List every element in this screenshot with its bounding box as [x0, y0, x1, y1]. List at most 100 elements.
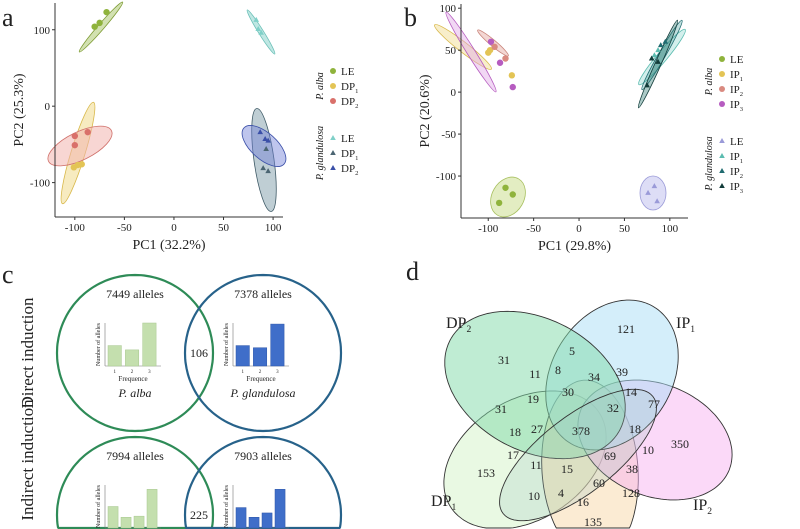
venn-region-count: 18: [629, 422, 641, 436]
data-point: [255, 25, 262, 31]
mini-x-tick-label: 1: [113, 370, 116, 375]
five-set-venn: [443, 299, 733, 529]
venn-region-count: 8: [555, 363, 561, 377]
species-circle: [55, 435, 215, 529]
mini-y-label: Number of alleles: [95, 322, 102, 366]
allele-total: 7449 alleles: [106, 287, 164, 301]
x-tick-label: 50: [218, 222, 230, 234]
x-axis-label: PC1 (32.2%): [132, 238, 205, 253]
venn-region-count: 153: [477, 466, 495, 480]
data-point: [96, 19, 103, 27]
data-point: [495, 199, 503, 207]
data-point: [263, 145, 269, 151]
venn-region-count: 19: [527, 392, 539, 406]
legend-label: LE: [730, 54, 744, 66]
venn-region-count: 14: [625, 385, 637, 399]
venn-set-label: DP1: [431, 493, 456, 513]
allele-bar: [261, 512, 273, 529]
allele-bar: [235, 345, 250, 367]
data-point: [486, 46, 494, 54]
venn-labels: 121 31 5 11 8 34 39 30 14 19 77 31 32 18 27 378 18 350 10 1…: [431, 315, 712, 529]
legend-label: DP2: [341, 96, 358, 110]
y-tick-label: -100: [436, 171, 457, 183]
x-tick-label: 100: [662, 223, 679, 235]
ellipse-gland-ip1: [638, 28, 686, 86]
legend-marker: [330, 68, 336, 74]
legend-marker: [719, 138, 725, 143]
mini-x-label: Frequence: [118, 375, 147, 383]
allele-bar: [270, 323, 285, 367]
x-tick-label: 0: [576, 223, 582, 235]
venn-region-count: 10: [642, 443, 654, 457]
legend-marker: [719, 153, 725, 158]
legend-label: IP2: [730, 166, 743, 180]
venn-set-label: DP2: [446, 315, 471, 335]
venn-region-count: 32: [607, 401, 619, 415]
venn-region-count: 121: [617, 322, 635, 336]
data-point: [265, 137, 271, 143]
legend-marker: [330, 83, 336, 89]
allele-bar: [235, 507, 247, 529]
venn-set-inner: [499, 388, 657, 522]
data-point: [491, 43, 498, 50]
pca-plot-a: -100 -50 0 50 100 100 0 -100 PC1 (32.2%) PC2 (25.…: [12, 3, 358, 253]
data-point: [265, 168, 271, 174]
allele-bar: [274, 489, 286, 529]
data-point: [645, 189, 651, 195]
venn-region-count: 18: [509, 425, 521, 439]
legend-group-title: P. glandulosa: [315, 126, 326, 181]
allele-bar: [107, 506, 119, 529]
allele-bar: [253, 347, 268, 367]
legend-group-title: P. glandulosa: [704, 136, 715, 191]
allele-bar: [133, 515, 145, 529]
data-point: [253, 16, 260, 22]
allele-bar: [125, 349, 140, 367]
venn-region-count: 5: [569, 344, 575, 358]
venn-region-count: 350: [671, 437, 689, 451]
allele-bar: [248, 517, 260, 529]
legend-label: DP2: [341, 163, 358, 177]
species-label: P. alba: [117, 386, 151, 400]
data-point: [258, 29, 264, 35]
legend-marker: [719, 183, 725, 188]
ellipse-gland-le-b: [639, 175, 667, 211]
data-point: [502, 184, 509, 191]
data-point: [260, 165, 266, 171]
venn-region-count: 11: [529, 367, 541, 381]
legend-label: IP1: [730, 151, 743, 165]
venn-region-count: 69: [604, 449, 616, 463]
venn-region-count: 30: [562, 385, 574, 399]
allele-bar: [142, 322, 157, 367]
y-tick-label: -50: [441, 129, 456, 141]
y-tick-label: 0: [45, 101, 51, 113]
mini-x-tick-label: 2: [131, 370, 134, 375]
venn-region-count: 11: [530, 458, 542, 472]
data-point: [644, 82, 650, 88]
venn-region-count: 38: [626, 462, 638, 476]
venn-region-count: 34: [588, 370, 600, 384]
ellipse-gland-dp2: [241, 125, 287, 167]
x-tick-label: -100: [65, 222, 86, 234]
mini-x-tick-label: 2: [259, 370, 262, 375]
venn-region-count: 4: [558, 486, 564, 500]
legend-label: IP3: [730, 181, 744, 195]
venn-region-count: 16: [577, 495, 589, 509]
panel-label-d: d: [406, 257, 419, 286]
legend-label: DP1: [341, 148, 358, 162]
panel-label-c: c: [2, 260, 14, 289]
x-tick-label: -50: [526, 223, 541, 235]
venn-set-label: IP2: [693, 497, 712, 517]
venn-set-dp2: [444, 310, 626, 460]
data-point: [657, 42, 664, 48]
mini-x-tick-label: 1: [241, 370, 244, 375]
legend-marker: [719, 168, 725, 173]
data-point: [103, 8, 110, 16]
legend-group-title: P. alba: [704, 68, 715, 97]
allele-total: 7378 alleles: [234, 287, 292, 301]
x-tick-label: -50: [117, 222, 132, 234]
data-point: [487, 38, 495, 45]
data-point: [496, 59, 504, 66]
data-point: [508, 72, 516, 79]
data-point: [71, 132, 79, 140]
